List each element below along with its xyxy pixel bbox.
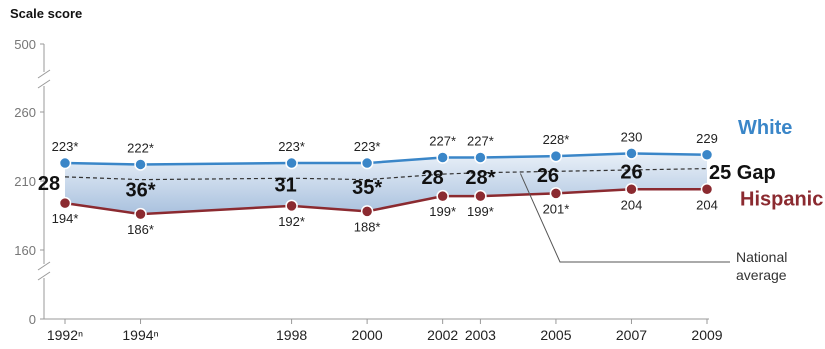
gap-value-label: 31 xyxy=(274,174,296,196)
white-value-label: 223* xyxy=(354,139,381,154)
white-value-label: 223* xyxy=(52,139,79,154)
white-value-label: 228* xyxy=(543,132,570,147)
gap-value-label: 26 xyxy=(620,161,642,183)
hispanic-data-point xyxy=(549,187,563,200)
gap-value-label: 36* xyxy=(126,179,156,201)
hispanic-data-point xyxy=(134,207,147,221)
x-tick-label: 2002 xyxy=(427,327,458,343)
white-data-point xyxy=(700,148,714,162)
x-tick-label: 1998 xyxy=(276,327,307,343)
gap-value-label: 26 xyxy=(537,165,559,187)
x-tick-label: 2007 xyxy=(616,327,647,343)
legend-white: White xyxy=(738,117,792,139)
white-value-label: 230 xyxy=(621,129,643,144)
gap-value-label: 28 xyxy=(38,173,60,195)
white-data-point xyxy=(134,158,147,171)
national-average-callout-line xyxy=(519,173,730,263)
y-tick-label: 500 xyxy=(14,37,36,52)
hispanic-data-point xyxy=(360,205,374,218)
white-data-point xyxy=(58,156,72,170)
hispanic-value-label: 199* xyxy=(467,204,494,219)
hispanic-value-label: 192* xyxy=(278,214,305,229)
legend-hispanic: Hispanic xyxy=(740,188,823,210)
axis-break-mark xyxy=(37,79,51,89)
hispanic-data-point xyxy=(436,189,449,203)
white-value-label: 229 xyxy=(696,131,718,146)
x-tick-label: 1994ⁿ xyxy=(122,327,158,343)
white-data-point xyxy=(285,156,298,170)
y-tick-label: 0 xyxy=(29,312,36,327)
white-value-label: 222* xyxy=(127,140,154,155)
hispanic-value-label: 186* xyxy=(127,222,154,237)
gap-band xyxy=(65,153,707,215)
gap-value-label: 28 xyxy=(422,167,444,189)
hispanic-value-label: 204 xyxy=(621,197,643,212)
y-tick-label: 260 xyxy=(14,105,36,120)
white-data-point xyxy=(360,156,374,170)
hispanic-data-point xyxy=(700,183,714,196)
national-average-label: National xyxy=(736,249,787,265)
hispanic-value-label: 199* xyxy=(429,204,456,219)
white-value-label: 223* xyxy=(278,139,305,154)
x-tick-label: 2005 xyxy=(540,327,571,343)
legend-gap-value: 25 Gap xyxy=(709,162,776,184)
hispanic-data-point xyxy=(58,196,72,210)
axis-break-mark xyxy=(37,69,51,79)
axis-break-mark xyxy=(37,261,51,271)
white-data-point xyxy=(549,149,563,163)
hispanic-value-label: 188* xyxy=(354,219,381,234)
national-average-label: average xyxy=(736,267,787,283)
y-axis-title: Scale score xyxy=(10,6,83,21)
national-average-line xyxy=(64,167,708,181)
x-tick-label: 2009 xyxy=(691,327,722,343)
hispanic-data-point xyxy=(474,189,487,203)
hispanic-data-point xyxy=(285,199,298,213)
hispanic-data-point xyxy=(625,183,638,196)
hispanic-value-label: 204 xyxy=(696,197,718,212)
gap-value-label: 28* xyxy=(465,167,495,189)
hispanic-value-label: 201* xyxy=(543,201,570,216)
white-data-point xyxy=(474,151,487,164)
x-tick-label: 1992ⁿ xyxy=(47,327,83,343)
white-value-label: 227* xyxy=(429,134,456,149)
white-data-point xyxy=(625,147,638,160)
y-tick-label: 210 xyxy=(14,174,36,189)
y-tick-label: 160 xyxy=(14,243,36,258)
hispanic-value-label: 194* xyxy=(52,211,79,226)
white-data-point xyxy=(436,151,449,164)
x-tick-label: 2003 xyxy=(465,327,496,343)
white-value-label: 227* xyxy=(467,134,494,149)
gap-value-label: 35* xyxy=(352,177,382,199)
x-tick-label: 2000 xyxy=(352,327,383,343)
axis-break-mark xyxy=(37,271,51,281)
